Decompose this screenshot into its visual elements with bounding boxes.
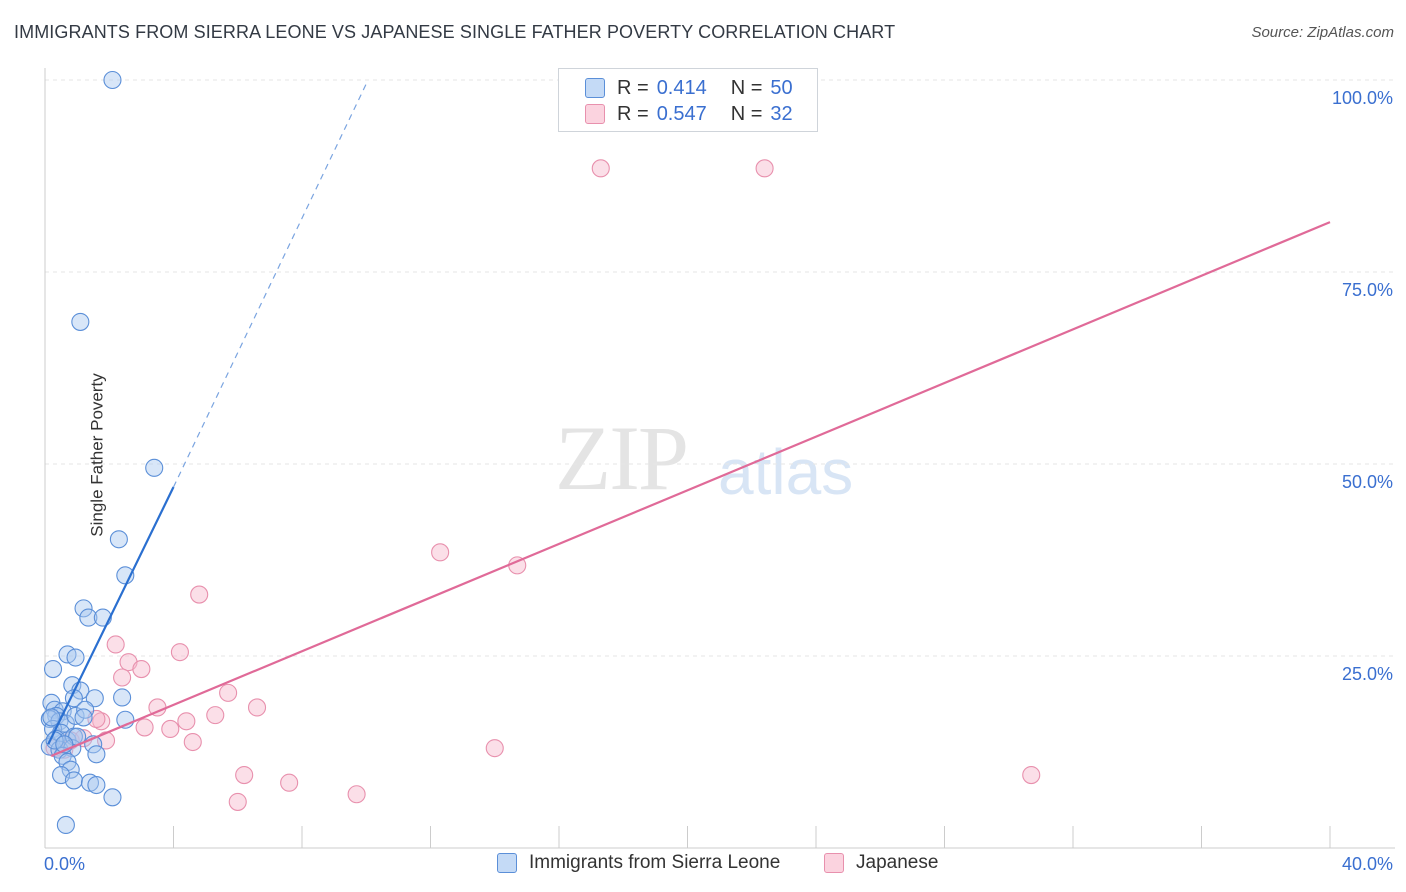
sierra-leone-point	[87, 775, 106, 795]
legend-item-sierra-leone: Immigrants from Sierra Leone	[497, 852, 780, 874]
japanese-point	[135, 718, 154, 737]
r-value: 0.547	[656, 102, 707, 125]
sierra-leone-point	[79, 608, 98, 627]
sierra-leone-point	[64, 771, 83, 790]
n-value: 32	[770, 102, 793, 125]
legend-item-japanese: Japanese	[824, 852, 938, 874]
sierra-leone-point	[56, 815, 75, 835]
grid-lines	[45, 79, 1395, 657]
n-value: 50	[770, 76, 793, 99]
legend-swatch-pink	[585, 104, 605, 124]
chart-title: IMMIGRANTS FROM SIERRA LEONE VS JAPANESE…	[14, 22, 896, 42]
stats-legend: R = 0.414 N = 50 R = 0.547 N = 32	[558, 68, 818, 132]
trend-lines	[47, 83, 1331, 757]
sierra-leone-point	[74, 708, 93, 727]
japanese-point	[431, 543, 450, 562]
y-tick-label: 75.0%	[1342, 280, 1393, 300]
japanese-point	[190, 585, 209, 604]
japanese-point	[247, 698, 267, 717]
japanese-point	[591, 159, 610, 178]
y-axis-title: Single Father Poverty	[87, 373, 107, 537]
series-legend: Immigrants from Sierra Leone Japanese	[0, 852, 1406, 878]
y-tick-labels: 25.0% 50.0% 75.0% 100.0%	[1332, 88, 1393, 684]
sierra-leone-points	[40, 70, 164, 835]
legend-swatch-pink	[824, 853, 844, 873]
sierra-leone-point	[74, 599, 93, 618]
japanese-point	[113, 668, 132, 687]
japanese-point	[206, 706, 225, 725]
r-label: R =	[617, 76, 649, 99]
stats-row-japanese: R = 0.547 N = 32	[585, 101, 793, 127]
japanese-point	[485, 739, 504, 758]
sierra-leone-point	[61, 760, 80, 779]
legend-swatch-blue	[497, 853, 517, 873]
japanese-point	[177, 712, 196, 731]
japanese-point	[183, 732, 202, 752]
japanese-point	[280, 773, 299, 792]
japanese-point	[219, 683, 238, 702]
japanese-point	[132, 660, 151, 679]
n-label: N =	[730, 76, 763, 99]
legend-label: Immigrants from Sierra Leone	[529, 852, 781, 873]
source-label: Source: ZipAtlas.com	[1251, 24, 1394, 41]
sierra-leone-point	[103, 70, 122, 90]
japanese-points	[45, 70, 1041, 811]
watermark-atlas: atlas	[718, 436, 854, 508]
r-value: 0.414	[656, 76, 707, 99]
japanese-point	[106, 635, 125, 654]
japanese-point	[170, 643, 189, 662]
x-tick-label-min: 0.0%	[44, 854, 85, 874]
japanese-point	[347, 785, 366, 804]
sierra-leone-point	[40, 737, 59, 756]
y-tick-label: 50.0%	[1342, 472, 1393, 492]
x-tick-labels: 0.0% 40.0%	[44, 854, 1393, 874]
sierra-leone-point	[71, 312, 90, 331]
sierra-leone-point	[66, 648, 85, 667]
sierra-leone-point	[42, 708, 61, 727]
sierra-leone-point	[109, 530, 128, 549]
japanese-point	[755, 159, 774, 178]
legend-label: Japanese	[856, 852, 939, 873]
sierra-leone-trend-line	[47, 486, 175, 745]
japanese-point	[1022, 765, 1041, 785]
sierra-leone-point	[145, 458, 164, 477]
axes	[44, 68, 1395, 849]
japanese-trend-line	[51, 221, 1331, 757]
r-label: R =	[617, 102, 649, 125]
japanese-point	[161, 719, 180, 739]
sierra-leone-point	[113, 688, 132, 707]
x-tick-label-max: 40.0%	[1342, 854, 1393, 874]
y-tick-label: 100.0%	[1332, 88, 1393, 108]
legend-swatch-blue	[585, 78, 605, 98]
sierra-leone-point	[103, 788, 122, 807]
sierra-leone-point	[76, 700, 95, 719]
n-label: N =	[730, 102, 763, 125]
japanese-point	[235, 765, 254, 785]
stats-row-sierra-leone: R = 0.414 N = 50	[585, 75, 793, 101]
japanese-point	[92, 712, 111, 731]
sierra-leone-point	[43, 660, 63, 679]
y-tick-label: 25.0%	[1342, 664, 1393, 684]
sierra-leone-trend-extension	[172, 83, 367, 488]
watermark-zip: ZIP	[555, 407, 689, 509]
japanese-point	[228, 792, 247, 811]
sierra-leone-point	[87, 745, 106, 764]
